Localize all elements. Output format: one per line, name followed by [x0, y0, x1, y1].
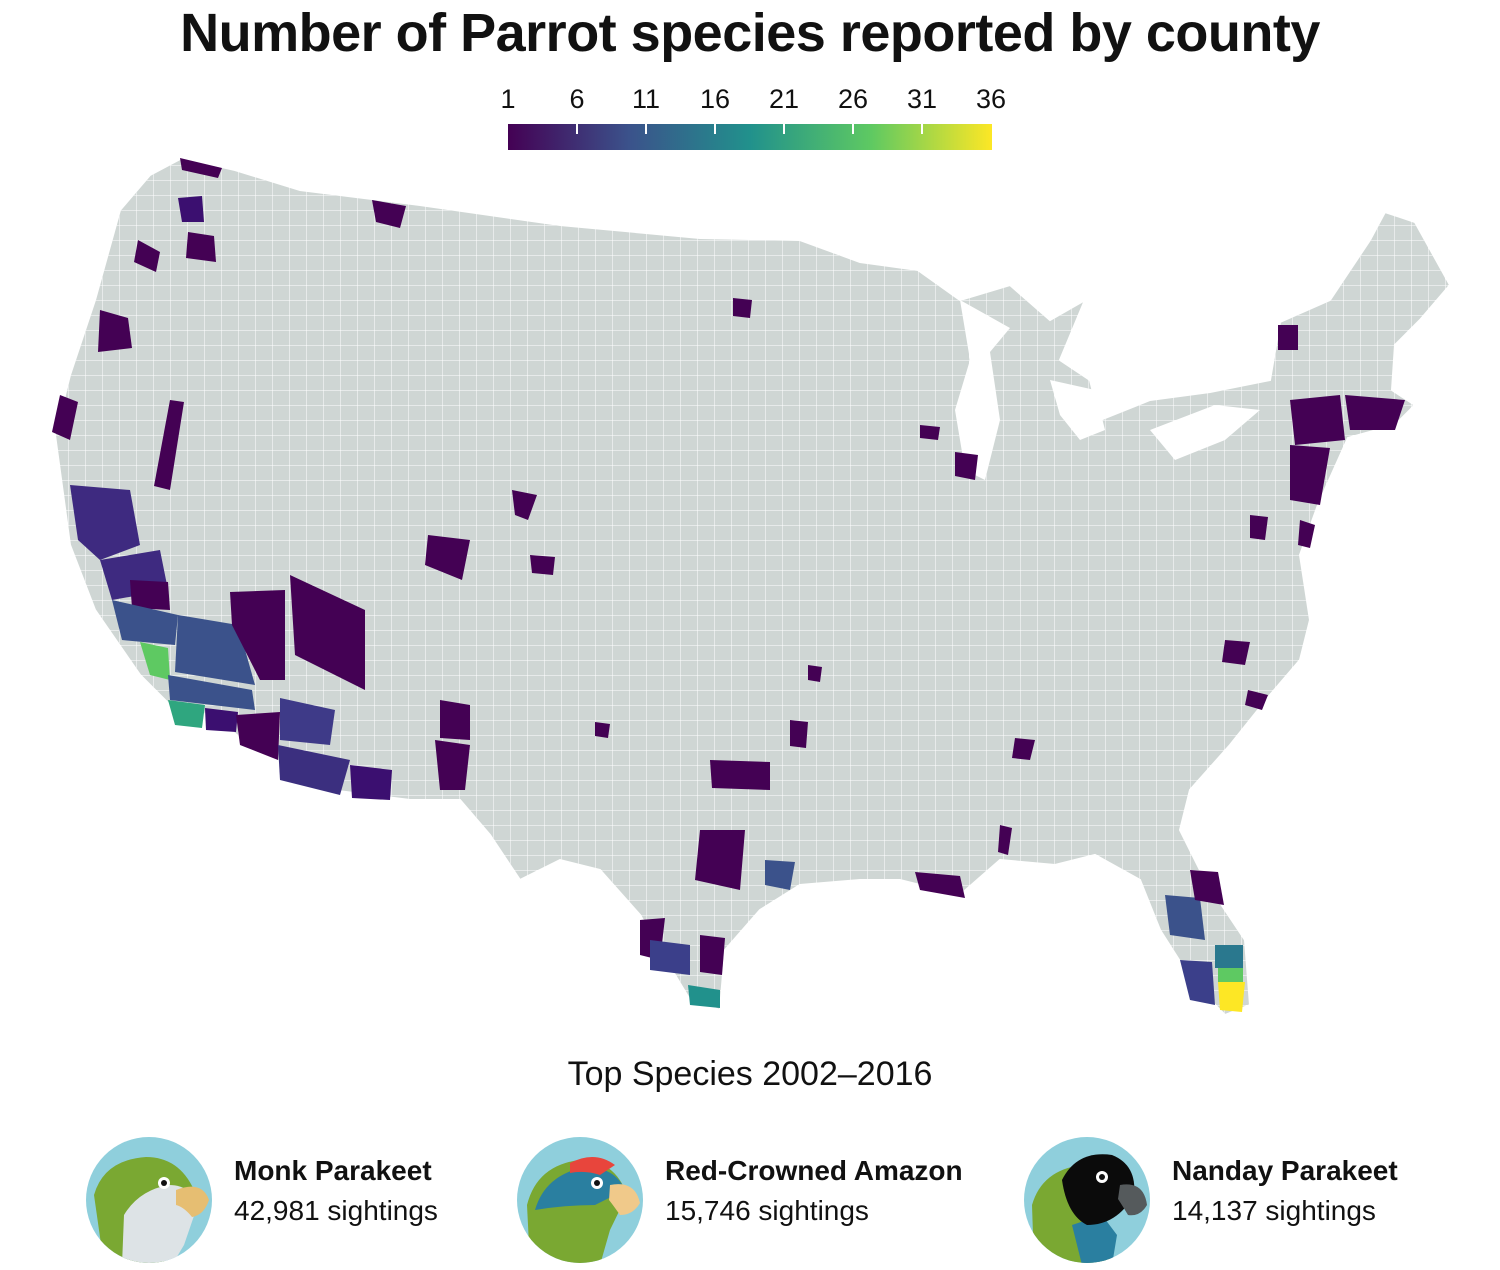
county-region	[168, 675, 255, 710]
county-region	[1218, 968, 1243, 982]
county-region	[765, 860, 795, 890]
legend-tick-label: 26	[837, 84, 869, 114]
county-region	[595, 722, 610, 738]
legend-tick-label: 21	[768, 84, 800, 114]
county-region	[372, 200, 406, 228]
county-region	[808, 665, 822, 682]
county-region	[435, 740, 470, 790]
county-region	[650, 940, 690, 975]
county-region	[1278, 325, 1298, 350]
county-region	[52, 395, 78, 440]
county-region	[1215, 945, 1243, 968]
species-name: Monk Parakeet	[234, 1155, 432, 1186]
county-region	[168, 700, 205, 728]
county-region	[140, 642, 170, 680]
legend-color-bar	[508, 124, 992, 150]
county-region	[350, 765, 392, 800]
reporting-counties	[52, 158, 1405, 1012]
county-region	[512, 490, 537, 520]
legend-tick-mark	[714, 124, 716, 134]
county-region	[180, 158, 222, 178]
legend-tick-label: 16	[699, 84, 731, 114]
county-region	[1190, 870, 1224, 905]
county-region	[1290, 395, 1345, 445]
us-county-map	[52, 156, 1452, 1017]
species-card: Red-Crowned Amazon 15,746 sightings	[515, 1135, 975, 1265]
legend-tick-label: 36	[975, 84, 1007, 114]
county-region	[1345, 395, 1405, 430]
county-region	[1298, 520, 1315, 548]
county-region	[530, 555, 555, 575]
county-region	[1245, 690, 1268, 710]
county-region	[1290, 445, 1330, 505]
county-region	[205, 708, 238, 732]
county-region	[134, 240, 160, 272]
legend-tick-mark	[921, 124, 923, 134]
nanday-parakeet-icon	[1024, 1137, 1150, 1263]
county-region	[790, 720, 808, 748]
county-region	[998, 825, 1012, 855]
county-region	[290, 575, 365, 690]
county-region	[955, 452, 978, 480]
county-region	[230, 590, 285, 680]
us-land	[53, 156, 1452, 1017]
legend-tick-mark	[852, 124, 854, 134]
county-region	[278, 745, 350, 795]
county-region	[440, 700, 470, 740]
county-region	[236, 712, 280, 760]
county-region	[280, 698, 335, 745]
species-card: Monk Parakeet 42,981 sightings	[84, 1135, 484, 1265]
county-region	[1218, 982, 1245, 1012]
legend-tick-label: 1	[500, 84, 516, 114]
species-section-title: Top Species 2002–2016	[567, 1055, 933, 1093]
county-region	[1250, 515, 1268, 540]
county-region	[1012, 738, 1035, 760]
county-region	[154, 400, 184, 490]
county-region	[1180, 960, 1215, 1005]
red-crowned-amazon-icon	[517, 1137, 643, 1263]
county-region	[98, 310, 132, 352]
legend-tick-label: 6	[569, 84, 585, 114]
legend-tick-label: 11	[631, 84, 661, 114]
legend-tick-mark	[783, 124, 785, 134]
legend-tick-label: 31	[906, 84, 938, 114]
county-region	[688, 985, 720, 1008]
species-card: Nanday Parakeet 14,137 sightings	[1022, 1135, 1442, 1265]
legend-tick-mark	[645, 124, 647, 134]
county-region	[700, 935, 725, 975]
county-region	[710, 760, 770, 790]
county-region	[186, 232, 216, 262]
monk-parakeet-icon	[86, 1137, 212, 1263]
great-lakes	[955, 300, 1260, 480]
county-region	[130, 580, 170, 610]
county-region	[178, 196, 204, 222]
county-region	[695, 830, 745, 890]
species-sightings: 42,981 sightings	[234, 1195, 438, 1226]
legend-tick-mark	[576, 124, 578, 134]
species-name: Red-Crowned Amazon	[665, 1155, 963, 1186]
species-sightings: 14,137 sightings	[1172, 1195, 1376, 1226]
page-title: Number of Parrot species reported by cou…	[180, 3, 1320, 63]
color-legend: 1 6 11 16 21 26 31 36	[488, 84, 1018, 154]
county-region	[733, 298, 752, 318]
county-region	[1165, 895, 1205, 940]
county-region	[915, 872, 965, 898]
county-region	[112, 600, 178, 645]
county-region	[70, 485, 140, 560]
species-name: Nanday Parakeet	[1172, 1155, 1398, 1186]
county-region	[920, 425, 940, 440]
county-region	[425, 535, 470, 580]
county-region	[175, 615, 255, 685]
species-sightings: 15,746 sightings	[665, 1195, 869, 1226]
county-region	[1222, 640, 1250, 665]
